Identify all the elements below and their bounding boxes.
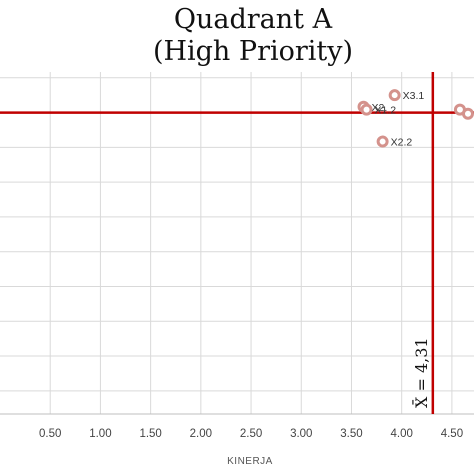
data-point-2 — [360, 103, 373, 116]
data-point-label-3: X2.2 — [391, 137, 413, 149]
data-point-label-2: X1.2 — [375, 105, 397, 117]
data-point-5 — [461, 107, 474, 120]
x-tick-label-6: 3.50 — [340, 428, 362, 440]
chart-title-line-2: (High Priority) — [153, 36, 353, 67]
x-tick-label-7: 4.00 — [390, 428, 412, 440]
x-axis-title: KINERJA — [227, 456, 273, 467]
mean-lines: X̄ = 4,31 — [0, 72, 474, 414]
data-point-3 — [376, 135, 389, 148]
x-tick-label-2: 1.50 — [139, 428, 161, 440]
x-tick-label-5: 3.00 — [290, 428, 312, 440]
x-tick-label-3: 2.00 — [190, 428, 212, 440]
x-tick-label-0: 0.50 — [39, 428, 61, 440]
x-tick-label-4: 2.50 — [240, 428, 262, 440]
chart-title-line-1: Quadrant A — [174, 4, 333, 35]
x-tick-label-1: 1.00 — [89, 428, 111, 440]
x-tick-label-8: 4.50 — [441, 428, 463, 440]
data-point-label-1: X2. — [372, 102, 388, 114]
chart-title: Quadrant A (High Priority) — [153, 4, 353, 67]
gridlines — [0, 72, 474, 414]
data-points: X3.1 X2.X1.2 X2.2 — [357, 89, 474, 149]
data-point-0 — [388, 89, 401, 102]
x-tick-labels: 0.50 1.00 1.50 2.00 2.50 3.00 3.50 4.00 4.50 — [39, 428, 463, 440]
mean-x-label: X̄ = 4,31 — [410, 337, 431, 408]
data-point-label-0: X3.1 — [403, 90, 425, 102]
